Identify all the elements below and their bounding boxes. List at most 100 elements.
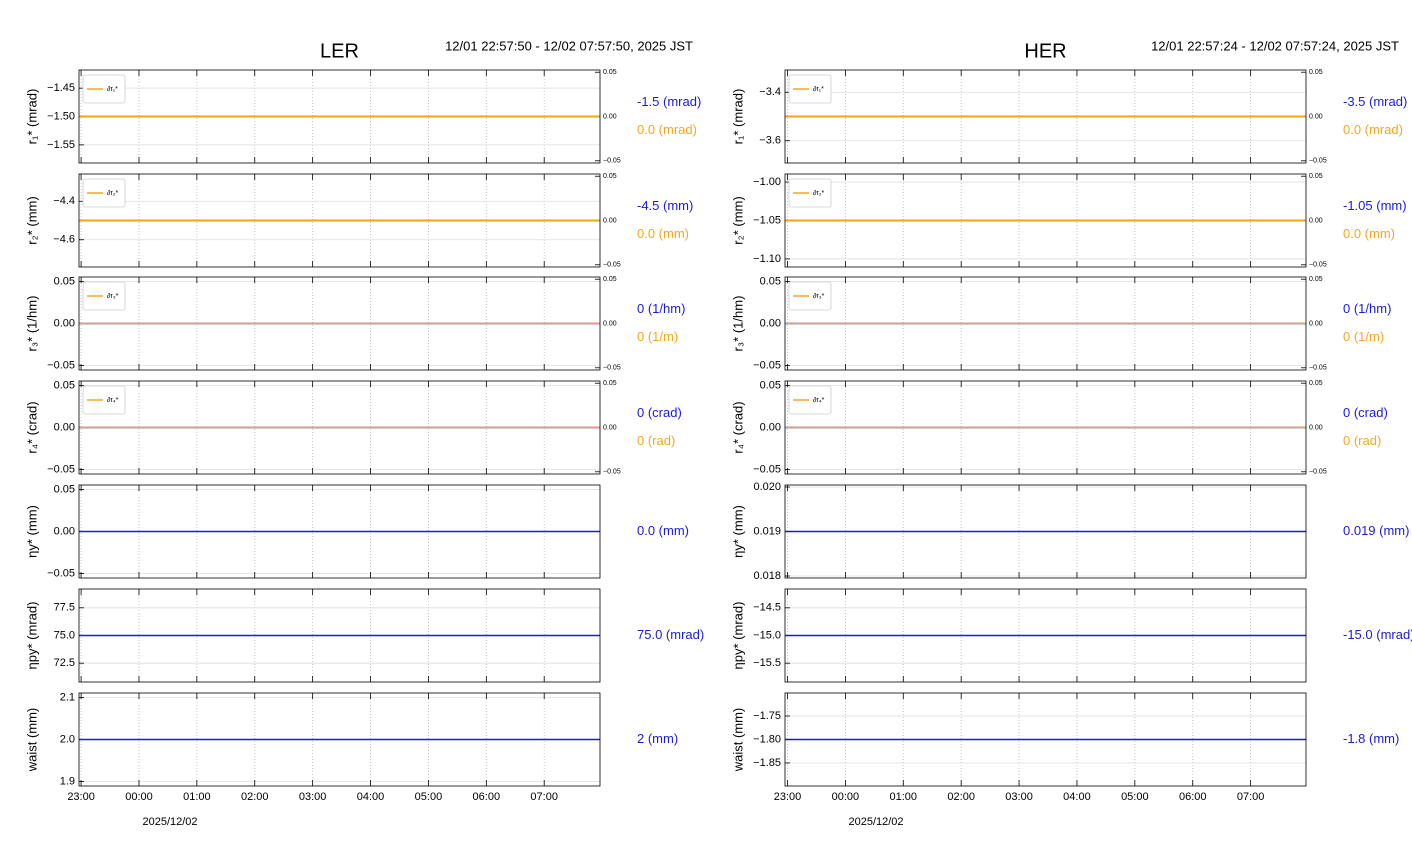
legend-label: ∂r₃*: [813, 293, 825, 300]
y-tick-label: 0.00: [760, 317, 781, 329]
plot-frame: [784, 276, 1307, 371]
y2-tick-label: −0.05: [1309, 365, 1327, 372]
legend-box: [788, 74, 832, 104]
y-tick-label: −1.80: [753, 733, 781, 745]
plot-frame: [784, 692, 1307, 787]
readout: 0.0 (mm): [637, 523, 689, 538]
legend-label: ∂r₂*: [107, 190, 119, 197]
y2-tick-label: −0.05: [603, 469, 621, 476]
y-tick-label: −1.45: [47, 82, 75, 94]
y-tick-label: 0.05: [54, 276, 75, 288]
y-tick-label: −15.5: [753, 657, 781, 669]
y-axis-label: waist (mm): [730, 708, 745, 773]
y-tick-label: −1.75: [753, 710, 781, 722]
legend-box: [82, 178, 126, 208]
readout: -1.8 (mm): [1343, 731, 1399, 746]
x-tick-label: 01:00: [183, 791, 211, 803]
readout: -3.5 (mrad): [1343, 94, 1407, 109]
plot-frame: [78, 69, 601, 164]
y2-tick-label: 0.00: [603, 217, 617, 224]
x-tick-label: 23:00: [774, 791, 802, 803]
y-tick-label: −1.55: [47, 139, 75, 151]
y-tick-label: −14.5: [753, 602, 781, 614]
y-tick-label: −1.10: [753, 253, 781, 265]
time-range: 12/01 22:57:50 - 12/02 07:57:50, 2025 JS…: [445, 38, 693, 53]
plot-frame: [78, 588, 601, 683]
y2-tick-label: 0.00: [1309, 113, 1323, 120]
x-tick-label: 03:00: [299, 791, 327, 803]
y-axis-label: r₂* (mm): [24, 196, 39, 244]
x-axis-label: 2025/12/02: [142, 816, 197, 828]
readout: 0.0 (mrad): [637, 122, 697, 137]
legend-label: ∂r₄*: [107, 397, 119, 404]
y-tick-label: 0.05: [760, 380, 781, 392]
y-tick-label: 2.0: [60, 733, 75, 745]
y-tick-label: 1.9: [60, 775, 75, 787]
y2-tick-label: −0.05: [1309, 158, 1327, 165]
y-tick-label: 0.018: [753, 570, 781, 582]
x-tick-label: 06:00: [1179, 791, 1207, 803]
y2-tick-label: 0.05: [603, 276, 617, 283]
x-tick-label: 06:00: [473, 791, 501, 803]
legend-box: [788, 385, 832, 415]
readout: 0 (rad): [637, 433, 675, 448]
y2-tick-label: 0.05: [1309, 173, 1323, 180]
y-tick-label: 77.5: [54, 602, 75, 614]
y-tick-label: −1.50: [47, 110, 75, 122]
y-axis-label: ηy* (mm): [730, 505, 745, 558]
y-tick-label: −1.85: [753, 757, 781, 769]
y-tick-label: 0.05: [54, 380, 75, 392]
y-tick-label: −0.05: [47, 359, 75, 371]
x-axis-label: 2025/12/02: [848, 816, 903, 828]
chart-title: HER: [1024, 40, 1066, 62]
y-axis-label: ηy* (mm): [24, 505, 39, 558]
y2-tick-label: −0.05: [1309, 469, 1327, 476]
plot-frame: [784, 484, 1307, 579]
y2-tick-label: 0.05: [603, 380, 617, 387]
readout: 0 (crad): [637, 405, 682, 420]
x-tick-label: 23:00: [67, 791, 95, 803]
x-tick-label: 03:00: [1005, 791, 1033, 803]
y-tick-label: −15.0: [753, 629, 781, 641]
plot-frame: [78, 276, 601, 371]
readout: 2 (mm): [637, 731, 678, 746]
readout: 0.0 (mrad): [1343, 122, 1403, 137]
y-tick-label: 0.05: [54, 484, 75, 496]
x-tick-label: 04:00: [1063, 791, 1091, 803]
readout: 0 (1/m): [637, 329, 678, 344]
readout: 0.0 (mm): [637, 226, 689, 241]
x-tick-label: 02:00: [947, 791, 975, 803]
y-tick-label: 0.00: [54, 421, 75, 433]
readout: 0 (1/m): [1343, 329, 1384, 344]
legend-label: ∂r₃*: [107, 293, 119, 300]
y-tick-label: −0.05: [753, 463, 781, 475]
y-axis-label: r₂* (mm): [730, 196, 745, 244]
y2-tick-label: 0.00: [603, 320, 617, 327]
legend-label: ∂r₁*: [813, 86, 824, 93]
legend-box: [82, 74, 126, 104]
readout: 0.019 (mm): [1343, 523, 1409, 538]
y-tick-label: 72.5: [54, 657, 75, 669]
y-tick-label: 0.00: [54, 317, 75, 329]
x-tick-label: 04:00: [357, 791, 385, 803]
readout: 0 (1/hm): [1343, 301, 1391, 316]
readout: 75.0 (mrad): [637, 627, 704, 642]
y-tick-label: 2.1: [60, 692, 75, 704]
x-tick-label: 07:00: [1237, 791, 1265, 803]
y-tick-label: 0.020: [753, 481, 781, 493]
y2-tick-label: 0.00: [603, 113, 617, 120]
legend-box: [82, 281, 126, 311]
y2-tick-label: −0.05: [603, 158, 621, 165]
y-axis-label: ηpy* (mrad): [730, 602, 745, 670]
y-tick-label: 0.00: [54, 525, 75, 537]
y2-tick-label: 0.05: [1309, 69, 1323, 76]
y-tick-label: −1.00: [753, 176, 781, 188]
y-axis-label: r₃* (1/hm): [730, 296, 745, 352]
y2-tick-label: −0.05: [603, 262, 621, 269]
y-tick-label: 0.019: [753, 525, 781, 537]
y2-tick-label: 0.00: [1309, 424, 1323, 431]
x-tick-label: 00:00: [832, 791, 860, 803]
time-range: 12/01 22:57:24 - 12/02 07:57:24, 2025 JS…: [1151, 38, 1399, 53]
legend-box: [788, 281, 832, 311]
y-axis-label: r₄* (crad): [730, 401, 745, 453]
